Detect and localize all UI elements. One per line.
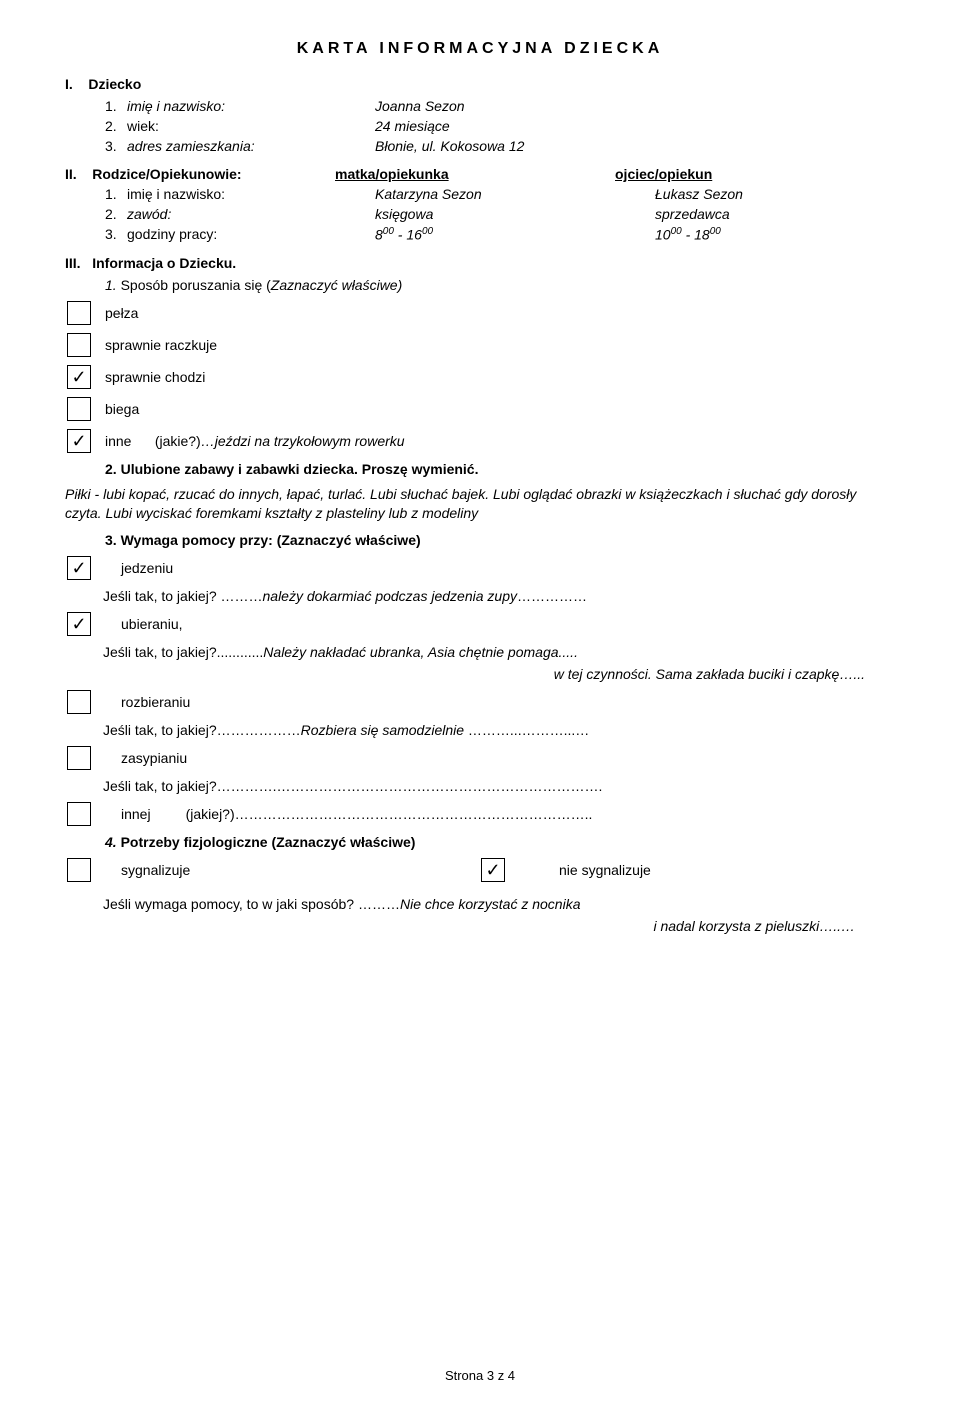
child-address-row: 3.adres zamieszkania: Błonie, ul. Kokoso… bbox=[105, 138, 895, 154]
checkbox-niesygnalizuje[interactable]: ✓ bbox=[481, 858, 505, 882]
q4: 4. Potrzeby fizjologiczne (Zaznaczyć wła… bbox=[105, 834, 895, 850]
movement-option-inne: ✓ inne (jakie?)…jeździ na trzykołowym ro… bbox=[67, 429, 895, 453]
section2-heading-row: II. Rodzice/Opiekunowie: matka/opiekunka… bbox=[65, 166, 895, 182]
section3-heading: III. Informacja o Dziecku. bbox=[65, 255, 895, 271]
section1-prefix: I. bbox=[65, 76, 73, 92]
physio-answer-line1: Jeśli wymaga pomocy, to w jaki sposób? …… bbox=[103, 896, 895, 912]
parents-job-row: 2.zawód: księgowa sprzedawca bbox=[105, 206, 895, 222]
section1-heading: I. Dziecko bbox=[65, 76, 895, 92]
q2: 2. Ulubione zabawy i zabawki dziecka. Pr… bbox=[105, 461, 895, 477]
movement-option-biega: biega bbox=[67, 397, 895, 421]
checkbox-innej[interactable] bbox=[67, 802, 91, 826]
section2-prefix: II. bbox=[65, 166, 77, 182]
page-title: KARTA INFORMACYJNA DZIECKA bbox=[65, 40, 895, 58]
help-ubieraniu-answer2: w tej czynności. Sama zakłada buciki i c… bbox=[103, 666, 865, 682]
section3-title: Informacja o Dziecku. bbox=[92, 255, 236, 271]
help-ubieraniu-answer1: Jeśli tak, to jakiej?............Należy … bbox=[103, 644, 895, 660]
page: KARTA INFORMACYJNA DZIECKA I. Dziecko 1.… bbox=[0, 0, 960, 1403]
physio-answer-line2: i nadal korzysta z pieluszki…..… bbox=[65, 918, 855, 934]
checkbox-inne[interactable]: ✓ bbox=[67, 429, 91, 453]
checkbox-sygnalizuje[interactable] bbox=[67, 858, 91, 882]
child-age-row: 2.wiek: 24 miesiące bbox=[105, 118, 895, 134]
checkbox-pelza[interactable] bbox=[67, 301, 91, 325]
checkbox-biega[interactable] bbox=[67, 397, 91, 421]
child-name-row: 1.imię i nazwisko: Joanna Sezon bbox=[105, 98, 895, 114]
q2-answer: Piłki - lubi kopać, rzucać do innych, ła… bbox=[65, 485, 895, 524]
checkbox-raczkuje[interactable] bbox=[67, 333, 91, 357]
section2-title: Rodzice/Opiekunowie: bbox=[92, 166, 241, 182]
movement-option-raczkuje: sprawnie raczkuje bbox=[67, 333, 895, 357]
checkbox-rozbieraniu[interactable] bbox=[67, 690, 91, 714]
help-jedzeniu: ✓ jedzeniu bbox=[67, 556, 895, 580]
help-ubieraniu: ✓ ubieraniu, bbox=[67, 612, 895, 636]
section1-title: Dziecko bbox=[88, 76, 141, 92]
help-zasypianiu: zasypianiu bbox=[67, 746, 895, 770]
physio-row: sygnalizuje ✓ nie sygnalizuje bbox=[67, 858, 895, 882]
checkbox-ubieraniu[interactable]: ✓ bbox=[67, 612, 91, 636]
parents-hours-row: 3.godziny pracy: 800 - 1600 1000 - 1800 bbox=[105, 226, 895, 243]
parents-name-row: 1.imię i nazwisko: Katarzyna Sezon Łukas… bbox=[105, 186, 895, 202]
movement-option-chodzi: ✓ sprawnie chodzi bbox=[67, 365, 895, 389]
help-innej: innej (jakiej?)…………………………………………………………………… bbox=[67, 802, 895, 826]
help-rozbieraniu-answer: Jeśli tak, to jakiej?………………Rozbiera się … bbox=[103, 722, 895, 738]
q1: 1. Sposób poruszania się (Zaznaczyć właś… bbox=[105, 277, 895, 293]
help-jedzeniu-answer: Jeśli tak, to jakiej? ………należy dokarmia… bbox=[103, 588, 895, 604]
help-zasypianiu-answer: Jeśli tak, to jakiej?………….……………………………………… bbox=[103, 778, 895, 794]
help-rozbieraniu: rozbieraniu bbox=[67, 690, 895, 714]
movement-option-pelza: pełza bbox=[67, 301, 895, 325]
section3-prefix: III. bbox=[65, 255, 81, 271]
checkbox-zasypianiu[interactable] bbox=[67, 746, 91, 770]
checkbox-jedzeniu[interactable]: ✓ bbox=[67, 556, 91, 580]
page-footer: Strona 3 z 4 bbox=[0, 1368, 960, 1383]
q3: 3. Wymaga pomocy przy: (Zaznaczyć właści… bbox=[105, 532, 895, 548]
checkbox-chodzi[interactable]: ✓ bbox=[67, 365, 91, 389]
